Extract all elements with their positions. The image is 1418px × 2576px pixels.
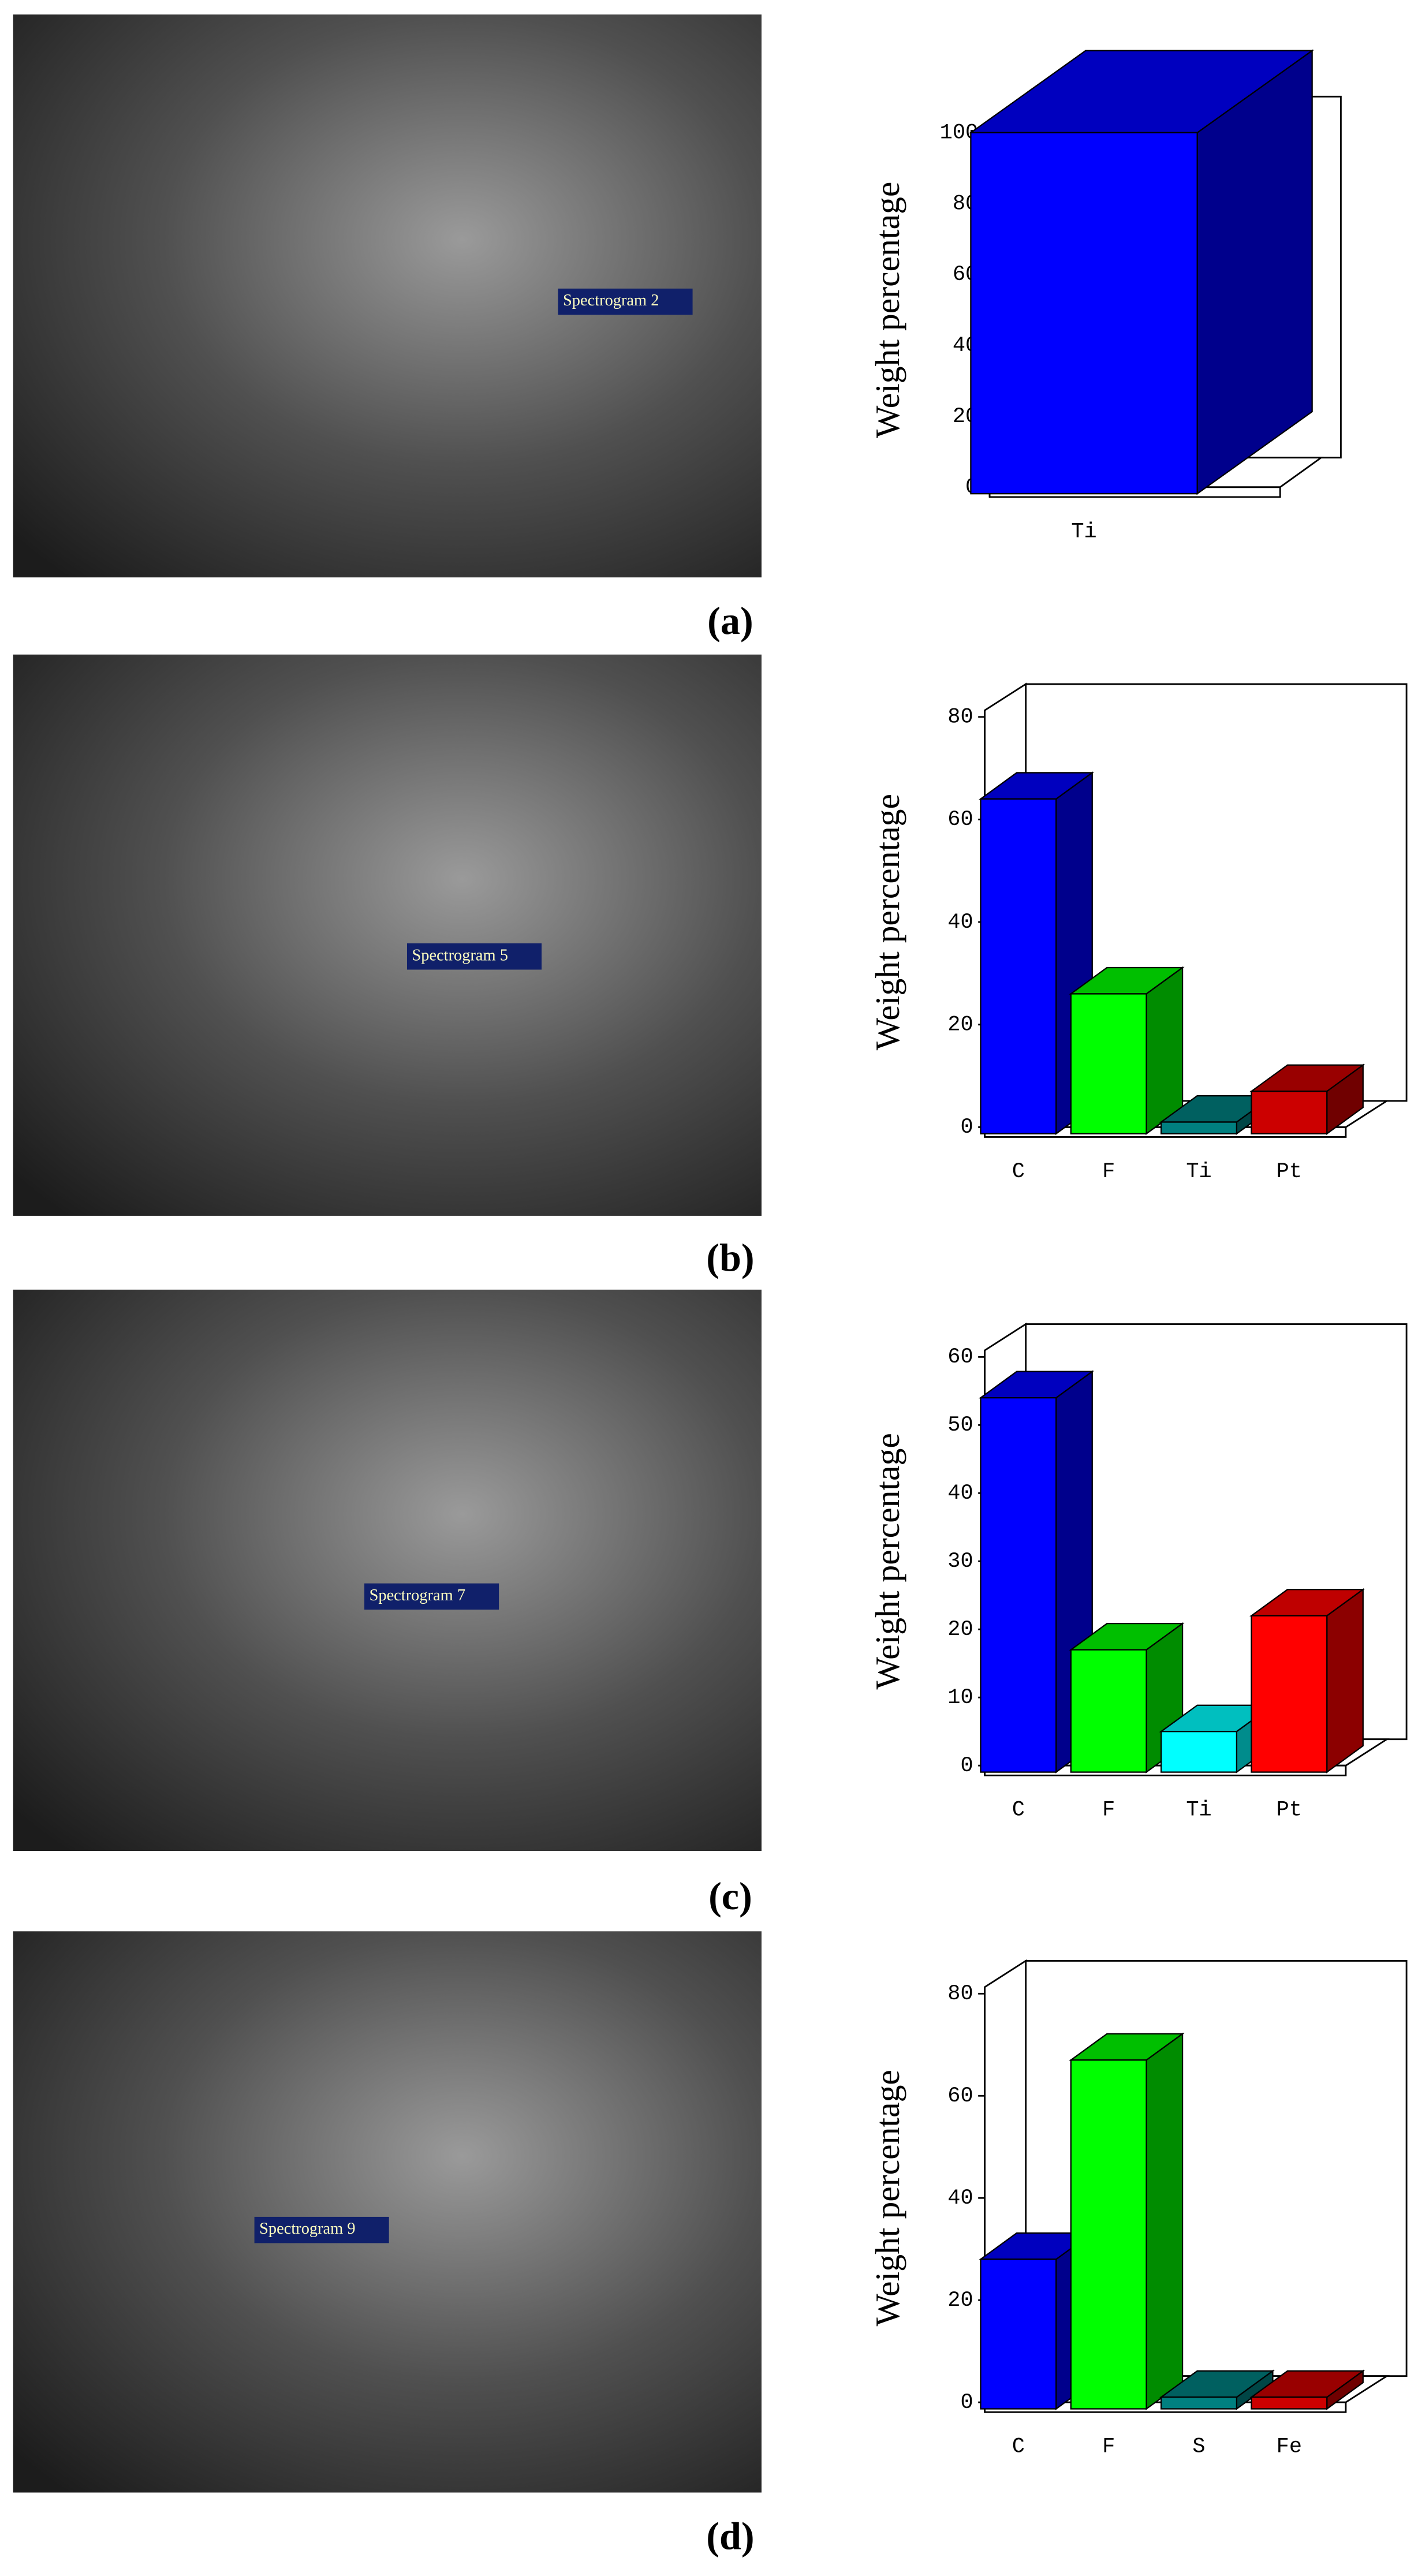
bar — [1070, 1649, 1147, 1773]
bar — [1160, 1731, 1238, 1773]
bar — [1070, 993, 1147, 1134]
y-axis-label: Weight percentage — [868, 1433, 906, 1689]
sem-image — [13, 654, 762, 1216]
y-tick-label: 80 — [947, 705, 973, 730]
sem-image — [13, 1289, 762, 1851]
y-tick-label: 0 — [960, 1115, 973, 1140]
panel-caption: (b) — [706, 1235, 754, 1279]
x-tick-label: Ti — [1071, 520, 1096, 544]
x-tick-label: S — [1192, 2435, 1205, 2459]
x-tick-label: C — [1012, 1160, 1025, 1184]
bar — [1070, 2059, 1147, 2410]
y-axis-label: Weight percentage — [868, 794, 906, 1050]
y-tick-label: 50 — [947, 1413, 973, 1438]
y-tick-label: 20 — [947, 1013, 973, 1037]
bar — [1251, 1091, 1328, 1134]
bar — [1160, 2396, 1238, 2410]
x-tick-label: F — [1102, 2435, 1115, 2459]
bar-side — [1145, 2032, 1184, 2410]
panel-caption: (c) — [708, 1874, 752, 1918]
y-tick-label: 40 — [947, 1481, 973, 1506]
y-axis-label: Weight percentage — [868, 182, 906, 438]
bar — [980, 2258, 1057, 2410]
panel-caption: (a) — [707, 599, 753, 643]
bar — [1251, 1615, 1328, 1773]
spectrogram-tag — [406, 943, 542, 970]
y-tick-label: 20 — [947, 2288, 973, 2313]
y-tick-label: 0 — [960, 2391, 973, 2415]
spectrogram-label: Spectrogram 7 — [370, 1586, 465, 1604]
x-tick-label: C — [1012, 1798, 1025, 1823]
x-tick-label: F — [1102, 1798, 1115, 1823]
y-tick-label: 10 — [947, 1686, 973, 1710]
x-tick-label: Ti — [1186, 1798, 1211, 1823]
y-tick-label: 0 — [960, 1754, 973, 1778]
y-tick-label: 30 — [947, 1550, 973, 1574]
x-tick-label: Pt — [1277, 1160, 1302, 1184]
y-tick-label: 40 — [947, 910, 973, 935]
bar — [970, 132, 1198, 495]
x-tick-label: C — [1012, 2435, 1025, 2459]
bar — [1251, 2396, 1328, 2410]
spectrogram-label: Spectrogram 5 — [412, 946, 508, 964]
y-axis-label: Weight percentage — [868, 2070, 906, 2326]
x-tick-label: Ti — [1186, 1160, 1211, 1184]
y-tick-label: 40 — [947, 2186, 973, 2211]
y-tick-label: 60 — [947, 1345, 973, 1369]
spectrogram-tag — [364, 1583, 499, 1610]
sem-image — [13, 1931, 762, 2493]
spectrogram-label: Spectrogram 9 — [259, 2220, 355, 2238]
bar-side — [1326, 1588, 1364, 1774]
panel-caption: (d) — [706, 2514, 754, 2558]
bar — [1160, 1121, 1238, 1134]
y-tick-label: 60 — [947, 808, 973, 832]
x-tick-label: Fe — [1277, 2435, 1302, 2459]
y-tick-label: 20 — [947, 1618, 973, 1642]
spectrogram-tag — [254, 2216, 389, 2243]
spectrogram-tag — [558, 288, 693, 315]
bar-side — [1145, 966, 1184, 1136]
x-tick-label: Pt — [1277, 1798, 1302, 1823]
x-tick-label: F — [1102, 1160, 1115, 1184]
y-tick-label: 80 — [947, 1982, 973, 2006]
bar — [980, 1397, 1057, 1773]
bar — [980, 798, 1057, 1134]
spectrogram-label: Spectrogram 2 — [563, 292, 659, 309]
y-tick-label: 60 — [947, 2084, 973, 2108]
